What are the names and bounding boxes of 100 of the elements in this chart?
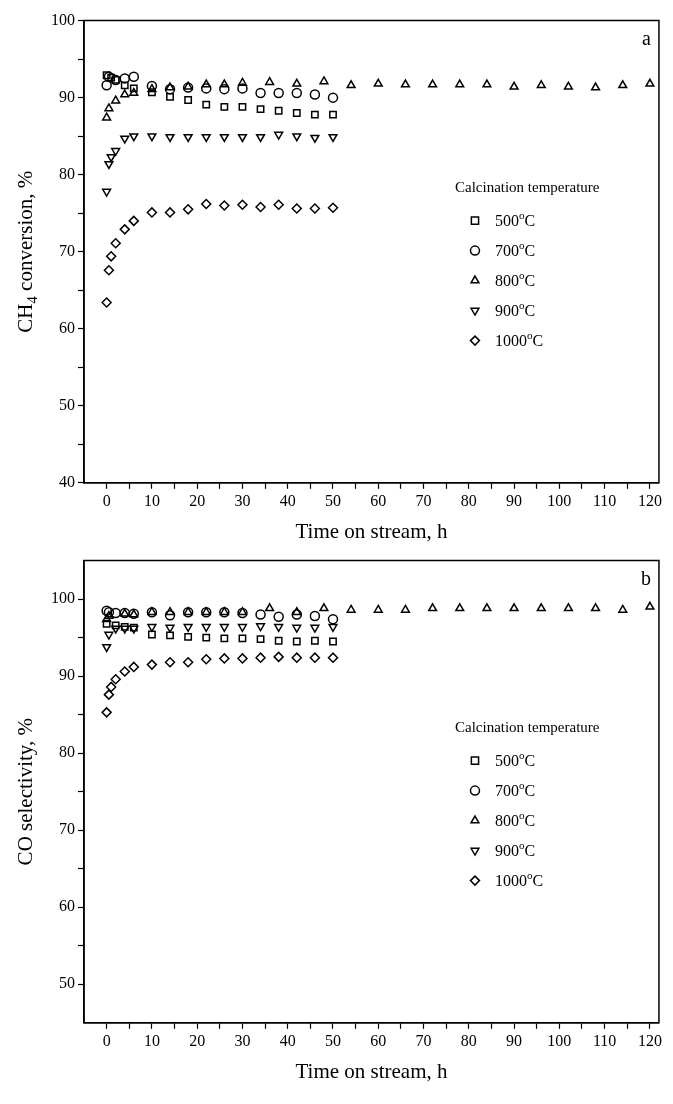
point: [110, 237, 121, 249]
point: [291, 203, 303, 214]
x-tick-label: 110: [592, 1031, 617, 1049]
x-tick-label: 30: [234, 1031, 251, 1049]
point: [147, 88, 156, 97]
point: [184, 96, 193, 104]
y-tick-label: 80: [59, 743, 75, 761]
point: [219, 200, 230, 211]
point: [102, 71, 111, 80]
point: [119, 224, 130, 235]
x-tick-label: 50: [325, 491, 341, 509]
point: [101, 297, 112, 308]
y-tick-label: 50: [59, 395, 75, 413]
point: [129, 87, 139, 97]
point: [536, 80, 546, 89]
point: [219, 133, 229, 143]
y-tick-label: 90: [59, 87, 75, 105]
x-tick-label: 100: [547, 491, 572, 509]
point: [292, 78, 302, 87]
y-axis-title: CO selectivity, %: [13, 718, 37, 866]
point: [103, 264, 115, 276]
point: [106, 153, 116, 163]
x-tick-label: 120: [637, 1031, 662, 1049]
point: [292, 133, 302, 142]
point: [618, 80, 628, 89]
point: [202, 100, 211, 109]
point: [590, 82, 601, 91]
x-tick-label: 110: [592, 491, 617, 509]
point: [482, 79, 492, 88]
y-tick-label: 70: [59, 241, 75, 259]
point: [310, 110, 319, 119]
point: [319, 76, 329, 85]
point: [255, 201, 266, 213]
x-tick-label: 60: [370, 1031, 387, 1049]
y-tick-label: 100: [51, 589, 75, 607]
point: [238, 102, 247, 111]
annotation: b: [640, 566, 651, 589]
point: [107, 73, 116, 82]
point: [219, 79, 229, 88]
point: [237, 77, 248, 86]
point: [129, 133, 139, 142]
x-tick-label: 50: [325, 1031, 341, 1049]
point: [146, 207, 158, 218]
point: [120, 89, 130, 98]
point: [182, 204, 194, 215]
point: [310, 134, 320, 143]
y-axis-title: CH4 conversion, %: [13, 170, 41, 333]
point: [237, 199, 248, 210]
point: [264, 76, 275, 86]
point: [105, 251, 117, 262]
point: [273, 199, 284, 210]
point: [346, 80, 356, 89]
point: [255, 87, 266, 99]
point: [119, 73, 130, 84]
point: [256, 105, 265, 114]
y-tick-label: 90: [59, 666, 75, 684]
point: [328, 133, 338, 143]
point: [129, 84, 138, 93]
y-tick-label: 40: [59, 473, 75, 490]
point: [327, 92, 339, 103]
point: [103, 71, 115, 83]
point: [309, 203, 321, 214]
x-tick-label: 0: [102, 491, 111, 509]
point: [201, 133, 211, 143]
point: [273, 87, 284, 99]
legend-title: Calcination temperature: [454, 178, 600, 195]
point: [111, 147, 121, 157]
y-tick-label: 70: [59, 820, 75, 838]
point: [164, 83, 176, 95]
point: [427, 79, 438, 88]
point: [164, 207, 176, 218]
point: [101, 112, 112, 121]
point: [101, 80, 112, 91]
x-tick-label: 20: [189, 1031, 206, 1049]
x-axis-title: Time on stream, h: [295, 1059, 449, 1083]
x-tick-label: 20: [189, 491, 206, 509]
y-tick-label: 60: [59, 318, 75, 336]
point: [104, 103, 114, 112]
point: [183, 133, 193, 143]
point: [274, 106, 283, 115]
point: [255, 133, 266, 143]
x-tick-label: 10: [143, 491, 160, 509]
x-tick-label: 0: [102, 1031, 111, 1049]
x-tick-label: 80: [460, 1031, 477, 1049]
point: [200, 198, 212, 210]
point: [291, 87, 303, 99]
point: [237, 83, 248, 94]
point: [128, 71, 140, 83]
point: [165, 82, 175, 91]
point: [200, 83, 212, 94]
point: [104, 160, 114, 170]
point: [166, 92, 174, 101]
y-tick-label: 60: [59, 897, 75, 915]
y-tick-label: 50: [59, 974, 75, 992]
y-tick-label: 100: [51, 10, 75, 28]
x-tick-label: 90: [506, 491, 523, 509]
point: [201, 79, 211, 88]
annotation: a: [642, 26, 652, 49]
legend-title: Calcination temperature: [454, 718, 600, 735]
point: [220, 102, 229, 111]
